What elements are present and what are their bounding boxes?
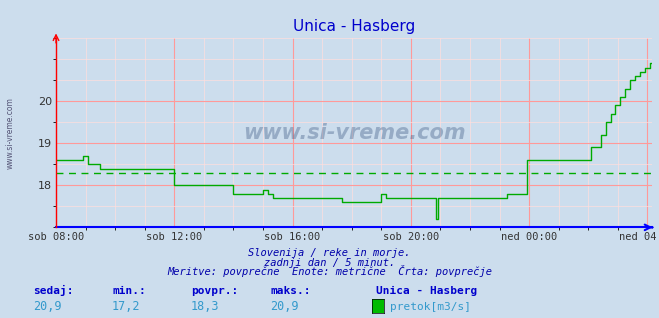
Text: 20,9: 20,9 bbox=[33, 300, 61, 313]
Text: min.:: min.: bbox=[112, 286, 146, 296]
Text: www.si-vreme.com: www.si-vreme.com bbox=[5, 98, 14, 169]
Text: maks.:: maks.: bbox=[270, 286, 310, 296]
Text: www.si-vreme.com: www.si-vreme.com bbox=[243, 123, 465, 143]
Text: Slovenija / reke in morje.: Slovenija / reke in morje. bbox=[248, 248, 411, 258]
Text: 20,9: 20,9 bbox=[270, 300, 299, 313]
Text: povpr.:: povpr.: bbox=[191, 286, 239, 296]
Title: Unica - Hasberg: Unica - Hasberg bbox=[293, 19, 415, 34]
Text: Meritve: povprečne  Enote: metrične  Črta: povprečje: Meritve: povprečne Enote: metrične Črta:… bbox=[167, 265, 492, 277]
Text: pretok[m3/s]: pretok[m3/s] bbox=[390, 302, 471, 312]
Text: zadnji dan / 5 minut.: zadnji dan / 5 minut. bbox=[264, 258, 395, 267]
Text: 18,3: 18,3 bbox=[191, 300, 219, 313]
Text: sedaj:: sedaj: bbox=[33, 285, 73, 296]
Text: 17,2: 17,2 bbox=[112, 300, 140, 313]
Text: Unica - Hasberg: Unica - Hasberg bbox=[376, 286, 477, 296]
